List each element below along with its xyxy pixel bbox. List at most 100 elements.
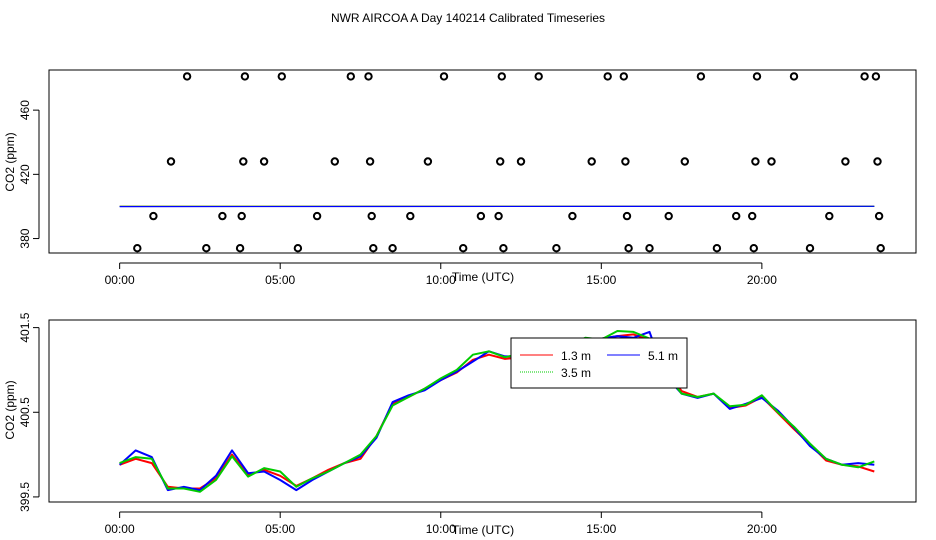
- top-scatter-point: [552, 244, 561, 253]
- top-x-tick-label: 20:00: [747, 273, 777, 287]
- top-scatter-point: [516, 157, 526, 166]
- top-scatter-point: [752, 72, 762, 81]
- top-scatter-point: [871, 72, 881, 81]
- top-scatter-point: [645, 244, 654, 253]
- top-plot-data: [119, 72, 885, 253]
- bottom-x-tick-label: 10:00: [426, 522, 456, 536]
- top-scatter-point: [732, 211, 741, 221]
- top-scatter-point: [748, 211, 757, 221]
- top-scatter-point: [749, 244, 758, 253]
- top-scatter-point: [364, 72, 373, 81]
- top-scatter-point: [587, 157, 596, 166]
- top-scatter-point: [369, 244, 378, 253]
- top-x-tick-label: 10:00: [426, 273, 456, 287]
- bottom-x-axis: 00:00 05:00 10:00 15:00 20:00: [105, 511, 777, 536]
- bottom-y-tick-label: 399.5: [18, 482, 32, 512]
- bottom-x-tick-label: 00:00: [105, 522, 135, 536]
- legend-entry-3: 3.5 m: [561, 366, 591, 380]
- top-scatter-point: [330, 157, 339, 166]
- top-x-tick-label: 05:00: [265, 273, 295, 287]
- top-scatter-point: [439, 72, 449, 81]
- top-scatter-point: [235, 244, 245, 253]
- top-scatter-point: [680, 157, 689, 166]
- top-scatter-point: [182, 72, 192, 81]
- top-scatter-point: [841, 157, 850, 166]
- bottom-plot-frame: [48, 319, 917, 503]
- top-scatter-point: [202, 244, 211, 253]
- legend-box: [510, 337, 688, 389]
- top-scatter-point: [237, 211, 246, 221]
- top-scatter-point: [149, 211, 158, 221]
- top-scatter-point: [277, 72, 286, 81]
- top-scatter-point: [406, 211, 415, 221]
- top-scatter-point: [459, 244, 468, 253]
- top-x-axis: 00:00 05:00 10:00 15:00 20:00: [105, 262, 777, 287]
- top-scatter-point: [621, 157, 630, 166]
- top-scatter-point: [239, 157, 248, 166]
- top-y-tick-label: 460: [18, 100, 32, 120]
- bottom-y-tick-label: 401.5: [18, 312, 32, 342]
- top-scatter-point: [293, 244, 303, 253]
- top-scatter-point: [568, 211, 577, 221]
- bottom-plot-data: [118, 330, 875, 493]
- top-scatter-point: [805, 244, 815, 253]
- top-x-axis-label: Time (UTC): [452, 270, 514, 284]
- bottom-x-tick-label: 05:00: [265, 522, 295, 536]
- top-scatter-point: [767, 157, 776, 166]
- top-scatter-point: [476, 211, 486, 221]
- top-scatter-point: [534, 72, 543, 81]
- chart-title: NWR AIRCOA A Day 140214 Calibrated Times…: [331, 11, 605, 25]
- top-scatter-point: [622, 211, 632, 221]
- top-scatter-point: [218, 211, 227, 221]
- top-x-tick-label: 15:00: [586, 273, 616, 287]
- top-plot-frame: [48, 69, 917, 254]
- top-scatter-point: [133, 244, 142, 253]
- top-panel: 00:00 05:00 10:00 15:00 20:00 380 420 460 Time…: [3, 69, 917, 287]
- top-scatter-point: [259, 157, 269, 166]
- top-x-tick-label: 00:00: [105, 273, 135, 287]
- bottom-y-tick-label: 400.5: [18, 397, 32, 427]
- top-scatter-point: [346, 72, 355, 81]
- bottom-x-tick-label: 20:00: [747, 522, 777, 536]
- top-scatter-point: [388, 244, 397, 253]
- bottom-y-axis: 399.5 400.5 401.5: [18, 312, 40, 512]
- top-scatter-point: [367, 211, 376, 221]
- legend-entry-1: 1.3 m: [561, 349, 591, 363]
- top-scatter-point: [240, 72, 250, 81]
- legend: 1.3 m 5.1 m 3.5 m: [510, 337, 688, 389]
- bottom-series-line-3: [119, 330, 875, 493]
- top-scatter-point: [696, 72, 706, 81]
- top-scatter-point: [423, 157, 433, 166]
- top-scatter-point: [712, 244, 722, 253]
- top-scatter-point: [874, 211, 884, 221]
- top-y-tick-label: 420: [18, 164, 32, 184]
- bottom-panel: 00:00 05:00 10:00 15:00 20:00 399.5 400.5 401.…: [3, 312, 917, 537]
- top-scatter-point: [624, 244, 633, 253]
- top-scatter-point: [860, 72, 869, 81]
- top-y-tick-label: 380: [18, 228, 32, 248]
- top-scatter-point: [873, 157, 882, 166]
- bottom-y-axis-label: CO2 (ppm): [3, 380, 17, 439]
- top-scatter-point: [365, 157, 375, 166]
- bottom-series-line-1: [119, 333, 875, 490]
- top-scatter-point: [825, 211, 834, 221]
- bottom-x-axis-label: Time (UTC): [452, 523, 514, 537]
- top-y-axis-label: CO2 (ppm): [3, 132, 17, 191]
- top-scatter-point: [312, 211, 322, 221]
- top-scatter-point: [619, 72, 628, 81]
- top-scatter-point: [876, 244, 885, 253]
- top-y-axis: 380 420 460: [18, 100, 40, 249]
- top-scatter-point: [497, 72, 506, 81]
- top-scatter-point: [494, 211, 503, 221]
- legend-entry-2: 5.1 m: [648, 349, 678, 363]
- bottom-series-line-2: [118, 330, 875, 492]
- top-scatter-point: [166, 157, 176, 166]
- top-scatter-point: [789, 72, 799, 81]
- top-scatter-point: [499, 244, 508, 253]
- top-scatter-point: [496, 157, 505, 166]
- top-scatter-point: [751, 157, 760, 166]
- top-scatter-point: [603, 72, 612, 81]
- bottom-x-tick-label: 15:00: [586, 522, 616, 536]
- top-scatter-point: [664, 211, 673, 221]
